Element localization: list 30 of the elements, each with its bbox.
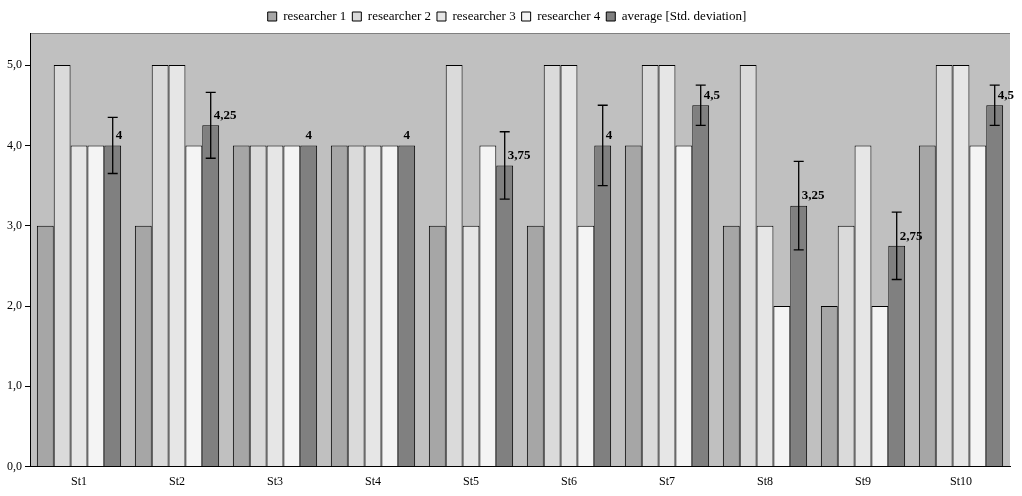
- x-tick-label: St3: [266, 473, 284, 488]
- x-tick-label: St10: [949, 473, 973, 488]
- legend-label: researcher 2: [367, 7, 431, 23]
- data-label: 4: [403, 127, 411, 143]
- x-tick-label: St1: [70, 473, 88, 488]
- data-label: 4: [305, 127, 313, 143]
- x-tick-label: St6: [560, 473, 578, 488]
- y-tick-label: 2,0: [7, 298, 22, 313]
- y-tick-label: 3,0: [7, 217, 22, 232]
- legend-label: researcher 4: [537, 7, 601, 23]
- y-tick-label: 4,0: [7, 137, 22, 152]
- x-tick-label: St7: [658, 473, 676, 488]
- y-tick-label: 5,0: [7, 57, 22, 72]
- legend-label: researcher 3: [452, 7, 516, 23]
- data-label: 4,5: [997, 87, 1015, 103]
- legend-label: researcher 1: [283, 7, 347, 23]
- x-tick-label: St2: [168, 473, 186, 488]
- data-label: 4,25: [213, 107, 237, 123]
- x-tick-label: St8: [756, 473, 774, 488]
- data-label: 4: [115, 127, 123, 143]
- legend-label: average [Std. deviation]: [621, 7, 747, 23]
- data-label: 4: [605, 127, 613, 143]
- x-tick-label: St5: [462, 473, 480, 488]
- data-label: 4,5: [703, 87, 721, 103]
- y-tick-label: 0,0: [7, 458, 22, 473]
- data-label: 3,25: [801, 187, 825, 203]
- data-label: 3,75: [507, 147, 531, 163]
- y-tick-label: 1,0: [7, 378, 22, 393]
- x-tick-label: St4: [364, 473, 382, 488]
- x-tick-label: St9: [854, 473, 872, 488]
